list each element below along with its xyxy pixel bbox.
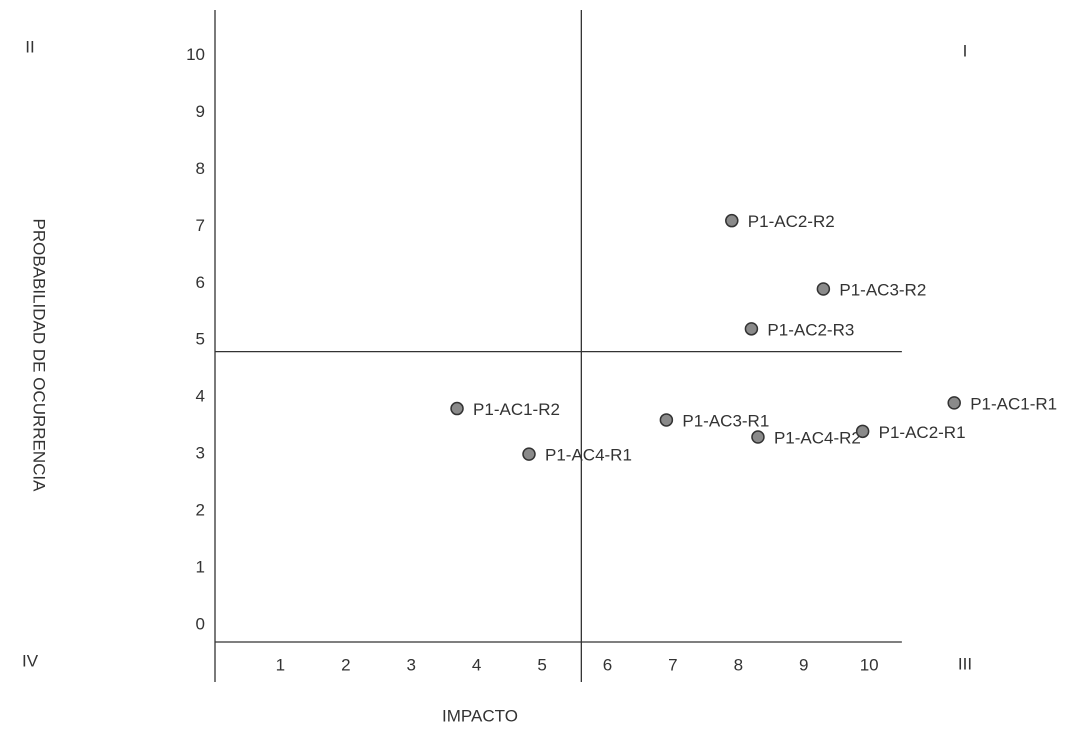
quadrant-label: IV	[22, 651, 39, 670]
quadrant-label: II	[25, 37, 34, 56]
quadrant-label: III	[958, 654, 972, 673]
y-tick-label: 9	[196, 102, 205, 121]
point-label: P1-AC1-R2	[473, 400, 560, 419]
point-label: P1-AC2-R1	[879, 423, 966, 442]
x-tick-label: 2	[341, 655, 350, 674]
point	[725, 213, 739, 228]
x-tick-label: 10	[860, 655, 879, 674]
point-label: P1-AC4-R1	[545, 446, 632, 465]
point-label: P1-AC3-R1	[682, 411, 769, 430]
x-tick-label: 7	[668, 655, 677, 674]
y-tick-label: 3	[196, 444, 205, 463]
y-tick-label: 5	[196, 330, 205, 349]
point-label: P1-AC1-R1	[970, 394, 1057, 413]
point	[450, 401, 464, 416]
y-tick-label: 7	[196, 216, 205, 235]
point-label: P1-AC4-R2	[774, 429, 861, 448]
point	[855, 424, 870, 439]
x-tick-label: 3	[407, 655, 416, 674]
quadrant-label: I	[963, 41, 968, 60]
point	[522, 447, 536, 461]
x-tick-label: 9	[799, 655, 808, 674]
x-tick-label: 1	[276, 655, 285, 674]
x-tick-label: 5	[537, 655, 546, 674]
point	[947, 396, 961, 410]
x-tick-label: 4	[472, 655, 481, 674]
y-tick-label: 1	[196, 557, 205, 576]
x-axis-title: IMPACTO	[442, 706, 518, 725]
point	[816, 282, 831, 296]
point	[744, 322, 759, 336]
y-tick-label: 10	[186, 45, 205, 64]
x-tick-label: 6	[603, 655, 612, 674]
point	[751, 430, 765, 444]
point-label: P1-AC3-R2	[839, 280, 926, 299]
y-tick-label: 0	[196, 614, 205, 633]
y-tick-label: 4	[196, 387, 205, 406]
point-label: P1-AC2-R2	[748, 212, 835, 231]
y-tick-label: 6	[196, 273, 205, 292]
y-tick-label: 8	[196, 159, 205, 178]
point	[659, 413, 674, 427]
point-label: P1-AC2-R3	[767, 320, 854, 339]
y-tick-label: 2	[196, 501, 205, 520]
y-axis-title: PROBABILIDAD DE OCURRENCIA	[30, 219, 49, 493]
x-tick-label: 8	[734, 655, 743, 674]
